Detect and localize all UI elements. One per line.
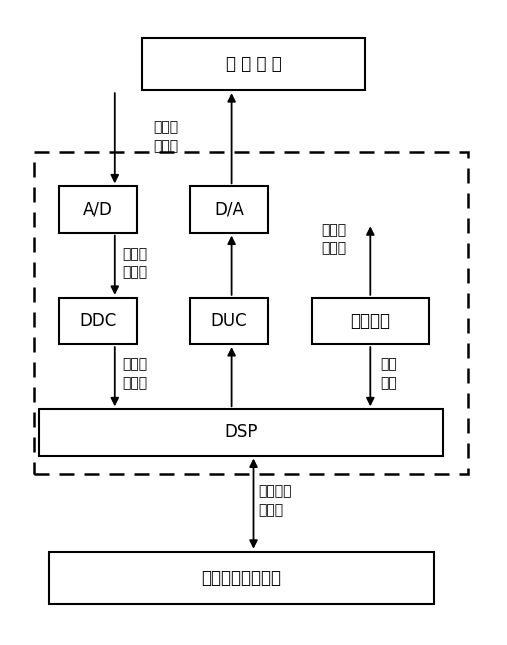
Text: A/D: A/D (83, 201, 113, 219)
Text: 数字
信号: 数字 信号 (380, 358, 397, 390)
Bar (59, 186, 137, 233)
Text: 数字中
频信号: 数字中 频信号 (122, 247, 147, 279)
Text: 语音处理: 语音处理 (350, 312, 390, 330)
Bar (59, 298, 137, 344)
Text: D/A: D/A (214, 201, 244, 219)
Text: 控制信息
和数据: 控制信息 和数据 (259, 484, 292, 517)
Text: 语音模
拟信号: 语音模 拟信号 (321, 223, 347, 255)
Text: DDC: DDC (79, 312, 117, 330)
Bar (141, 37, 366, 90)
Text: 模拟中
频信号: 模拟中 频信号 (154, 121, 179, 153)
Bar (190, 186, 268, 233)
Bar (34, 152, 467, 474)
Bar (40, 409, 443, 455)
Text: 射 频 模 块: 射 频 模 块 (226, 55, 281, 73)
Text: DUC: DUC (211, 312, 247, 330)
Text: 数字基
带信号: 数字基 带信号 (122, 358, 147, 390)
Text: 嵌入式计算机系统: 嵌入式计算机系统 (201, 569, 281, 587)
Bar (312, 298, 429, 344)
Bar (49, 551, 433, 604)
Bar (190, 298, 268, 344)
Text: DSP: DSP (225, 423, 258, 441)
